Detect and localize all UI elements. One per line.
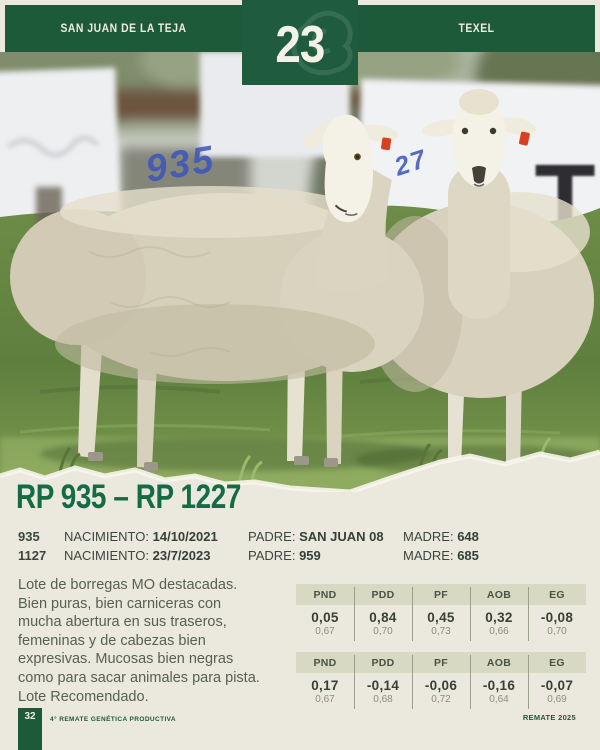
ebv-accuracy: 0,67 xyxy=(315,694,335,705)
ebv-header: PND xyxy=(313,588,337,601)
dam-cell: MADRE: 685 xyxy=(403,548,584,563)
birth-cell: NACIMIENTO: 14/10/2021 xyxy=(64,529,248,544)
column-divider xyxy=(412,587,413,641)
column-divider xyxy=(528,655,529,709)
animal-id: 935 xyxy=(18,529,40,544)
ebv-value: 0,05 xyxy=(311,610,339,625)
sire-label: PADRE: xyxy=(248,548,296,563)
ebv-cell: 0,17 0,67 xyxy=(296,678,354,705)
ebv-value-row: 0,17 0,67 -0,14 0,68 -0,06 0,72 -0,16 0,64 -… xyxy=(296,673,586,711)
column-divider xyxy=(470,655,471,709)
ebv-value-row: 0,05 0,67 0,84 0,70 0,45 0,73 0,32 0,66 -0,0… xyxy=(296,605,586,643)
birth-value: 23/7/2023 xyxy=(152,548,211,563)
ebv-accuracy: 0,70 xyxy=(373,626,393,637)
ebv-accuracy: 0,66 xyxy=(489,626,509,637)
page-number-box: 32 xyxy=(18,708,42,750)
ebv-cell: -0,07 0,69 xyxy=(528,678,586,705)
dam-value: 648 xyxy=(457,529,479,544)
banner-scribble xyxy=(7,136,100,157)
ebv-tables: PND PDD PF AOB EG 0,05 0,67 0,84 0,70 0,45… xyxy=(296,584,586,720)
birth-value: 14/10/2021 xyxy=(152,529,218,544)
page-number: 32 xyxy=(24,711,36,722)
ebv-accuracy: 0,67 xyxy=(315,626,335,637)
breed-name: TEXEL xyxy=(458,22,495,35)
ebv-header: PDD xyxy=(371,656,395,669)
sheep-logo-watermark xyxy=(291,10,353,76)
ebv-accuracy: 0,73 xyxy=(431,626,451,637)
farm-name: SAN JUAN DE LA TEJA xyxy=(60,22,187,35)
left-sheep-head xyxy=(303,114,399,223)
sire-value: SAN JUAN 08 xyxy=(299,529,384,544)
ebv-header: AOB xyxy=(486,588,512,601)
dam-label: MADRE: xyxy=(403,548,454,563)
ebv-value: 0,84 xyxy=(369,610,397,625)
ebv-header: PND xyxy=(313,656,337,669)
lot-number-box: 23 xyxy=(242,0,358,85)
column-divider xyxy=(412,655,413,709)
ebv-value: 0,45 xyxy=(427,610,455,625)
column-divider xyxy=(470,587,471,641)
wool-texture xyxy=(89,246,231,357)
column-divider xyxy=(354,587,355,641)
ebv-header: EG xyxy=(549,656,565,669)
pedigree-row: 935 NACIMIENTO: 14/10/2021 PADRE: SAN JU… xyxy=(18,529,584,548)
sire-value: 959 xyxy=(299,548,321,563)
ebv-cell: -0,14 0,68 xyxy=(354,678,412,705)
animal-id: 1127 xyxy=(18,548,47,563)
column-divider xyxy=(354,655,355,709)
ebv-value: -0,16 xyxy=(482,678,516,693)
ebv-cell: -0,16 0,64 xyxy=(470,678,528,705)
lot-description: Lote de borregas MO destacadas. Bien pur… xyxy=(18,577,260,705)
ear-tag xyxy=(381,137,392,151)
dam-cell: MADRE: 648 xyxy=(403,529,584,544)
dam-value: 685 xyxy=(457,548,479,563)
ebv-table-1: PND PDD PF AOB EG 0,05 0,67 0,84 0,70 0,45… xyxy=(296,584,586,643)
birth-label: NACIMIENTO: xyxy=(64,548,149,563)
ebv-cell: -0,06 0,72 xyxy=(412,678,470,705)
ebv-cell: -0,08 0,70 xyxy=(528,610,586,637)
left-sheep: 935 xyxy=(10,114,424,471)
dam-label: MADRE: xyxy=(403,529,454,544)
column-divider xyxy=(528,587,529,641)
ebv-accuracy: 0,64 xyxy=(489,694,509,705)
birth-label: NACIMIENTO: xyxy=(64,529,149,544)
lot-number: 23 xyxy=(275,15,325,74)
ebv-table-2: PND PDD PF AOB EG 0,17 0,67 -0,14 0,68 -0,… xyxy=(296,652,586,711)
sire-cell: PADRE: 959 xyxy=(248,548,403,563)
ebv-accuracy: 0,72 xyxy=(431,694,451,705)
lot-title: RP 935 – RP 1227 xyxy=(16,478,241,516)
ebv-cell: 0,84 0,70 xyxy=(354,610,412,637)
ebv-value: -0,14 xyxy=(366,678,400,693)
ebv-accuracy: 0,70 xyxy=(547,626,567,637)
ear-tag xyxy=(519,131,530,146)
pedigree-row: 1127 NACIMIENTO: 23/7/2023 PADRE: 959 MA… xyxy=(18,548,584,567)
ebv-value: -0,08 xyxy=(540,610,574,625)
event-name: 4° REMATE GENÉTICA PRODUCTIVA xyxy=(50,716,177,723)
lot-photo: T URU xyxy=(0,52,600,495)
ebv-value: -0,07 xyxy=(540,678,574,693)
ebv-header-row: PND PDD PF AOB EG xyxy=(296,584,586,605)
ebv-header-row: PND PDD PF AOB EG xyxy=(296,652,586,673)
ebv-header: EG xyxy=(549,588,565,601)
sire-cell: PADRE: SAN JUAN 08 xyxy=(248,529,403,544)
edition-label: REMATE 2025 xyxy=(522,713,576,722)
ebv-header: PDD xyxy=(371,588,395,601)
ebv-value: 0,32 xyxy=(485,610,513,625)
lot-photo-scene: T URU xyxy=(0,52,600,495)
torn-paper-edge xyxy=(0,449,600,495)
ebv-cell: 0,32 0,66 xyxy=(470,610,528,637)
ebv-accuracy: 0,68 xyxy=(373,694,393,705)
ebv-accuracy: 0,69 xyxy=(547,694,567,705)
ebv-value: 0,17 xyxy=(311,678,339,693)
ebv-cell: 0,45 0,73 xyxy=(412,610,470,637)
ebv-value: -0,06 xyxy=(424,678,458,693)
ebv-header: PF xyxy=(433,656,449,669)
ebv-header: PF xyxy=(433,588,449,601)
ebv-header: AOB xyxy=(486,656,512,669)
pedigree-table: 935 NACIMIENTO: 14/10/2021 PADRE: SAN JU… xyxy=(18,529,584,567)
sire-label: PADRE: xyxy=(248,529,296,544)
birth-cell: NACIMIENTO: 23/7/2023 xyxy=(64,548,248,563)
ebv-cell: 0,05 0,67 xyxy=(296,610,354,637)
